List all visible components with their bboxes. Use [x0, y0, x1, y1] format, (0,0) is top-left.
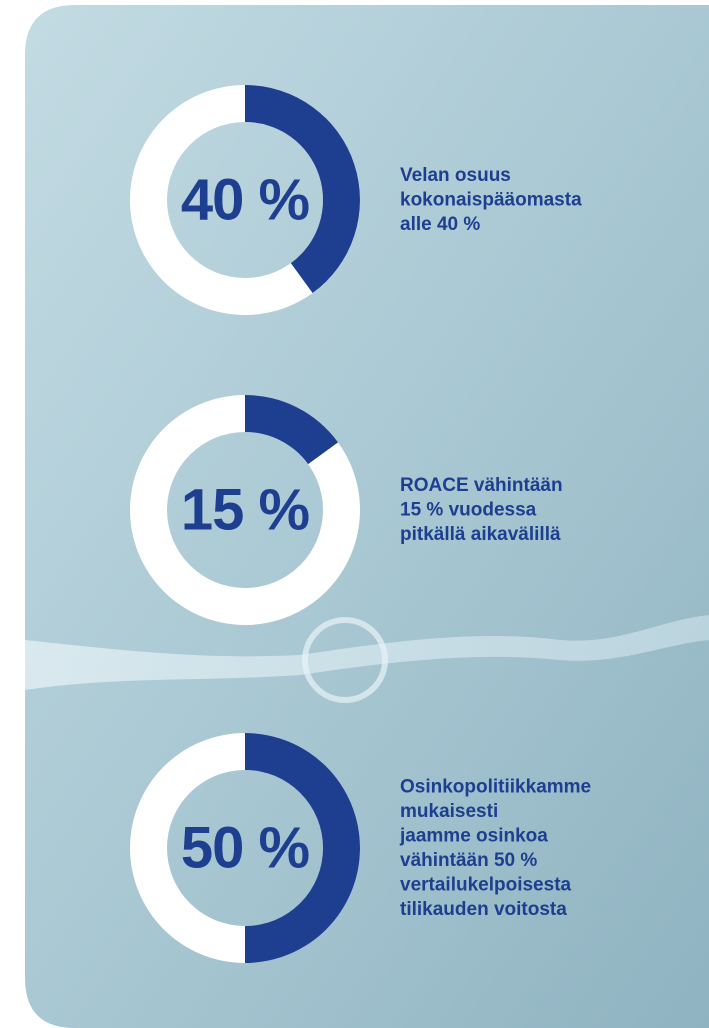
- description-line: 15 % vuodessa: [400, 500, 537, 521]
- card-background: [25, 5, 709, 1028]
- description-line: vertailukelpoisesta: [400, 874, 572, 895]
- description-line: vähintään 50 %: [400, 850, 537, 871]
- description-line: pitkällä aikavälillä: [400, 524, 561, 545]
- description-line: alle 40 %: [400, 214, 480, 235]
- donut-value-label: 50 %: [181, 816, 310, 881]
- description-line: jaamme osinkoa: [399, 825, 548, 846]
- infographic: 40 % Velan osuus kokonaispääomasta alle 40 …: [0, 0, 709, 1028]
- description-line: ROACE vähintään: [400, 475, 563, 496]
- description-line: kokonaispääomasta: [400, 190, 582, 211]
- donut-value-label: 15 %: [181, 478, 310, 543]
- description-line: Osinkopolitiikkamme: [400, 776, 591, 797]
- description-line: tilikauden voitosta: [400, 899, 567, 920]
- donut-value-label: 40 %: [181, 168, 310, 233]
- description-line: mukaisesti: [400, 801, 498, 822]
- description-line: Velan osuus: [400, 165, 511, 186]
